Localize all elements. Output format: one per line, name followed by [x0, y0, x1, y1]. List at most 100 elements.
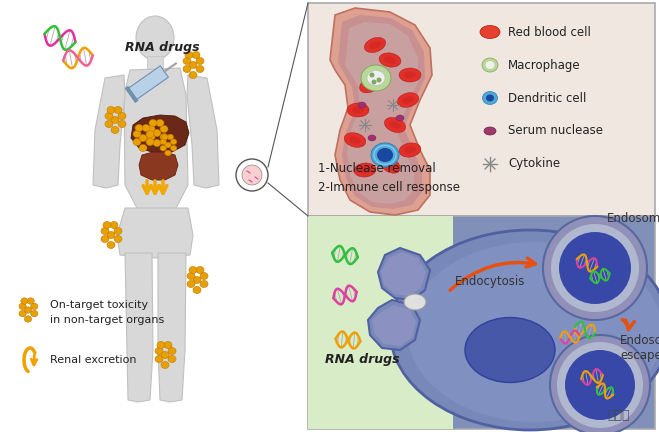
Polygon shape [345, 22, 418, 204]
Ellipse shape [482, 58, 498, 72]
Circle shape [550, 335, 650, 432]
Ellipse shape [155, 347, 163, 355]
Ellipse shape [136, 16, 174, 60]
Text: 1-Nuclease removal: 1-Nuclease removal [318, 162, 436, 175]
Ellipse shape [164, 342, 172, 349]
Circle shape [559, 232, 631, 304]
Text: Serum nuclease: Serum nuclease [508, 124, 603, 137]
Ellipse shape [404, 72, 416, 79]
Ellipse shape [352, 107, 364, 114]
Ellipse shape [379, 53, 401, 67]
Ellipse shape [185, 51, 193, 58]
Ellipse shape [153, 130, 161, 137]
Text: in non-target organs: in non-target organs [50, 315, 164, 325]
Polygon shape [139, 152, 178, 180]
Ellipse shape [486, 61, 494, 69]
Ellipse shape [404, 294, 426, 310]
Circle shape [372, 79, 376, 85]
Polygon shape [125, 253, 153, 402]
Ellipse shape [358, 102, 366, 108]
Ellipse shape [155, 356, 163, 362]
Ellipse shape [344, 133, 366, 147]
Polygon shape [381, 252, 426, 296]
Ellipse shape [183, 57, 191, 64]
Text: 凡默谷: 凡默谷 [607, 409, 629, 422]
Ellipse shape [118, 112, 126, 120]
Ellipse shape [196, 267, 204, 273]
Ellipse shape [19, 311, 26, 317]
Circle shape [543, 216, 647, 320]
Ellipse shape [107, 107, 115, 114]
Ellipse shape [107, 241, 115, 248]
Ellipse shape [480, 25, 500, 38]
Text: Renal excretion: Renal excretion [50, 355, 136, 365]
Polygon shape [128, 66, 169, 100]
Polygon shape [131, 115, 189, 153]
Ellipse shape [107, 232, 115, 238]
Text: On-target toxicity: On-target toxicity [50, 300, 148, 310]
Ellipse shape [153, 140, 161, 146]
Ellipse shape [103, 222, 111, 229]
Text: Endosome: Endosome [620, 334, 659, 346]
Ellipse shape [160, 126, 168, 133]
Ellipse shape [171, 139, 177, 145]
Text: escape: escape [620, 349, 659, 362]
Ellipse shape [482, 92, 498, 105]
Ellipse shape [24, 307, 32, 313]
FancyArrowPatch shape [622, 320, 635, 330]
Ellipse shape [402, 96, 414, 104]
Ellipse shape [114, 228, 122, 235]
Ellipse shape [399, 143, 421, 157]
Ellipse shape [167, 134, 173, 140]
Ellipse shape [157, 342, 165, 349]
Text: Cytokine: Cytokine [508, 158, 560, 171]
Circle shape [551, 224, 639, 312]
Ellipse shape [101, 235, 109, 242]
Ellipse shape [380, 157, 400, 173]
Text: RNA drugs: RNA drugs [125, 41, 200, 54]
Ellipse shape [200, 273, 208, 280]
Polygon shape [368, 300, 420, 350]
Text: Endosome: Endosome [607, 212, 659, 225]
Polygon shape [338, 15, 425, 209]
Ellipse shape [192, 51, 200, 58]
Ellipse shape [110, 222, 118, 229]
Ellipse shape [484, 127, 496, 135]
Ellipse shape [369, 41, 381, 49]
FancyArrowPatch shape [450, 258, 535, 290]
Ellipse shape [371, 143, 399, 167]
Ellipse shape [147, 133, 155, 140]
Polygon shape [378, 248, 430, 300]
Ellipse shape [142, 124, 150, 131]
Ellipse shape [347, 103, 369, 117]
Ellipse shape [361, 65, 391, 91]
Ellipse shape [384, 57, 396, 64]
Polygon shape [372, 305, 416, 346]
Ellipse shape [160, 133, 168, 140]
Text: Red blood cell: Red blood cell [508, 25, 591, 38]
FancyBboxPatch shape [308, 3, 655, 216]
Ellipse shape [404, 146, 416, 154]
Ellipse shape [189, 72, 197, 79]
Ellipse shape [114, 107, 122, 114]
Ellipse shape [139, 134, 147, 142]
Ellipse shape [156, 120, 164, 127]
Ellipse shape [196, 66, 204, 73]
Ellipse shape [147, 126, 155, 133]
Ellipse shape [171, 146, 177, 151]
Polygon shape [117, 208, 193, 258]
Ellipse shape [377, 148, 393, 162]
Ellipse shape [118, 121, 126, 127]
Polygon shape [93, 75, 125, 188]
Ellipse shape [354, 163, 376, 177]
Ellipse shape [187, 280, 195, 288]
Ellipse shape [367, 70, 385, 86]
FancyBboxPatch shape [308, 216, 655, 429]
Ellipse shape [165, 150, 171, 156]
Ellipse shape [161, 362, 169, 368]
Ellipse shape [139, 144, 147, 152]
Circle shape [376, 77, 382, 83]
Ellipse shape [465, 318, 555, 382]
Ellipse shape [384, 161, 395, 169]
Ellipse shape [101, 228, 109, 235]
